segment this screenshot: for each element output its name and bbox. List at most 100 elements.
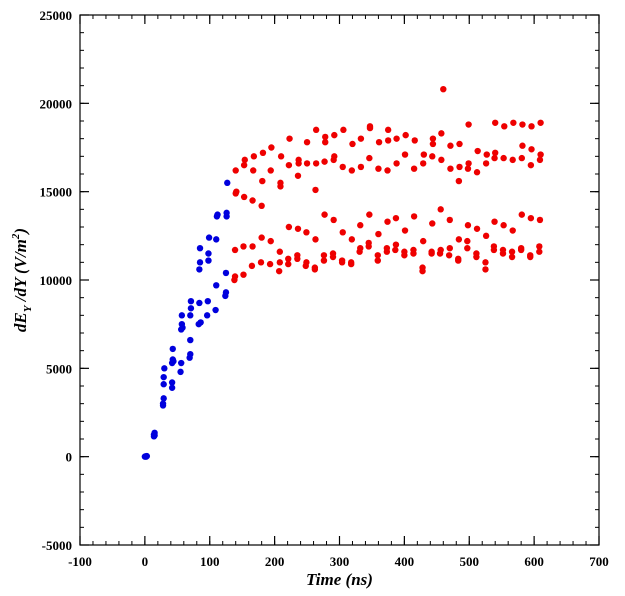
x-tick-label: 0 (142, 554, 149, 569)
data-point-red (348, 167, 356, 174)
data-point-red (285, 223, 293, 231)
data-point-red (482, 266, 489, 273)
x-tick-labels: -100 0 100 200 300 400 500 600 700 (68, 554, 609, 569)
data-point-red (429, 153, 436, 160)
data-point-red (331, 131, 338, 139)
data-point-red (429, 135, 437, 142)
data-point-red (429, 220, 436, 227)
data-point-red (464, 245, 471, 252)
data-point-red (259, 177, 266, 185)
data-point-red (303, 229, 310, 236)
data-point-blue (224, 179, 231, 187)
data-point-blue (169, 345, 176, 353)
data-point-blue (204, 298, 212, 305)
data-point-blue (161, 365, 168, 372)
data-point-red (357, 222, 364, 229)
data-point-red (446, 216, 453, 224)
data-point-red (240, 193, 248, 201)
x-tick-label: 300 (330, 554, 350, 569)
y-title-end: ) (11, 228, 30, 236)
data-point-red (473, 225, 481, 232)
data-point-red (375, 165, 382, 172)
data-point-blue (222, 289, 230, 296)
data-point-red (464, 237, 471, 245)
data-point-blue (143, 452, 151, 460)
y-title-mid: /dY (V/m (11, 239, 30, 305)
y-title-base: dE (11, 312, 30, 332)
data-point-red (285, 260, 292, 268)
data-point-red (375, 139, 383, 146)
data-point-red (312, 236, 319, 243)
data-point-blue (159, 400, 167, 407)
data-point-red (275, 267, 283, 275)
data-point-red (340, 126, 347, 134)
y-axis-title: dEY /dY (V/m2) (10, 228, 34, 332)
data-point-red (267, 237, 274, 245)
data-point-blue (160, 395, 167, 402)
data-point-red (392, 241, 400, 248)
data-point-red (348, 236, 356, 243)
data-point-red (464, 165, 472, 172)
data-point-blue (168, 384, 176, 391)
data-point-red (320, 257, 328, 264)
data-point-blue (212, 306, 219, 314)
data-point-red (508, 253, 516, 261)
data-point-red (491, 218, 498, 225)
data-point-blue (205, 257, 212, 264)
plot-frame (79, 14, 600, 546)
data-point-red (383, 245, 391, 252)
data-point-red (286, 135, 293, 142)
data-point-red (519, 121, 526, 128)
data-point-red (401, 227, 409, 234)
data-point-red (294, 172, 302, 179)
data-point-red (322, 133, 329, 141)
data-point-red (250, 167, 257, 174)
data-point-blue (187, 351, 194, 358)
data-point-red (429, 140, 437, 148)
data-points (141, 86, 544, 460)
data-point-red (232, 167, 239, 174)
data-point-blue (177, 368, 184, 376)
data-point-blue (213, 236, 220, 243)
data-point-blue (151, 432, 158, 439)
data-point-blue (178, 359, 185, 367)
data-point-red (473, 169, 481, 176)
data-point-red (527, 252, 534, 259)
data-point-red (374, 257, 381, 264)
x-tick-label: 700 (589, 554, 609, 569)
x-tick-label: 600 (524, 554, 544, 569)
data-point-red (392, 214, 400, 222)
data-point-red (357, 245, 364, 252)
data-point-red (240, 243, 247, 250)
data-point-red (249, 243, 256, 250)
data-point-red (347, 259, 355, 266)
data-point-red (528, 146, 535, 153)
data-point-red (357, 163, 365, 171)
data-point-red (393, 160, 400, 167)
data-point-red (410, 165, 418, 172)
data-point-red (455, 255, 462, 262)
data-point-red (375, 230, 382, 238)
data-point-red (277, 153, 285, 160)
data-point-red (259, 149, 267, 156)
data-point-red (440, 86, 447, 93)
data-point-red (250, 153, 258, 160)
data-point-red (249, 197, 256, 204)
data-point-red (536, 243, 543, 250)
data-point-red (482, 160, 490, 167)
data-point-red (419, 237, 427, 245)
data-point-red (537, 151, 544, 158)
data-point-red (527, 161, 535, 169)
data-point-blue (187, 312, 194, 319)
data-point-red (276, 259, 284, 266)
x-tick-label: 400 (395, 554, 415, 569)
data-point-blue (170, 358, 177, 365)
data-point-blue (213, 282, 220, 289)
data-point-red (320, 252, 328, 259)
x-tick-label: 200 (265, 554, 285, 569)
y-title-sub: Y (22, 304, 34, 312)
data-point-red (321, 211, 328, 218)
data-point-red (285, 255, 292, 262)
data-point-red (456, 163, 463, 171)
